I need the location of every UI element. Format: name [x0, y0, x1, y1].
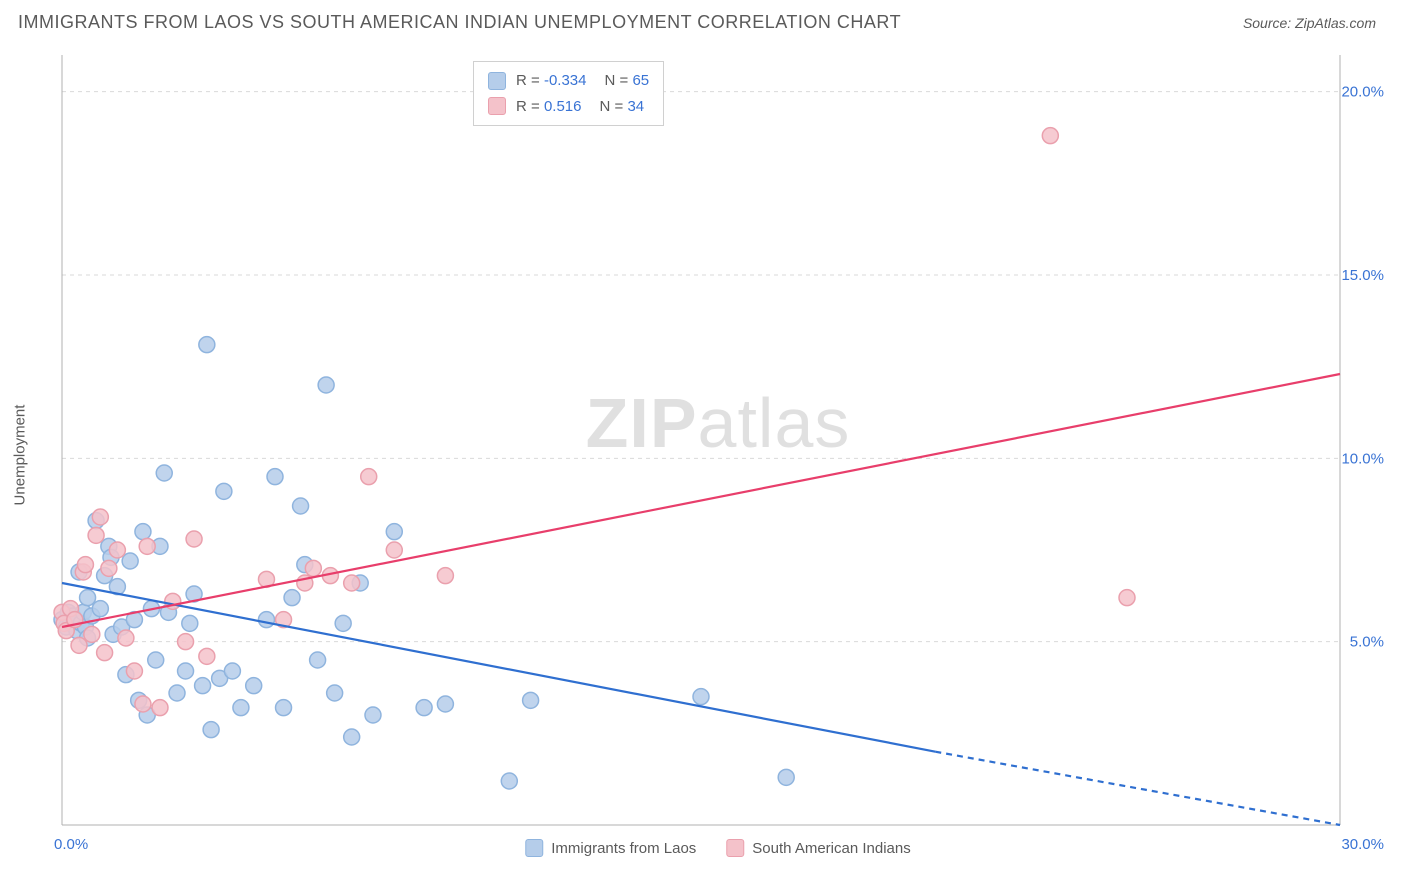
data-point	[195, 678, 211, 694]
data-point	[97, 645, 113, 661]
legend-swatch	[488, 72, 506, 90]
data-point	[267, 469, 283, 485]
data-point	[122, 553, 138, 569]
legend-item: Immigrants from Laos	[525, 839, 696, 857]
data-point	[71, 637, 87, 653]
data-point	[318, 377, 334, 393]
data-point	[109, 542, 125, 558]
data-point	[186, 531, 202, 547]
data-point	[386, 524, 402, 540]
legend-swatch	[525, 839, 543, 857]
data-point	[344, 729, 360, 745]
legend-swatch	[488, 97, 506, 115]
svg-text:5.0%: 5.0%	[1350, 634, 1384, 651]
data-point	[246, 678, 262, 694]
data-point	[88, 527, 104, 543]
data-point	[284, 590, 300, 606]
data-point	[1119, 590, 1135, 606]
data-point	[84, 626, 100, 642]
data-point	[437, 696, 453, 712]
data-point	[416, 700, 432, 716]
svg-text:30.0%: 30.0%	[1341, 836, 1384, 853]
legend-stats: R = -0.334N = 65	[516, 68, 649, 94]
data-point	[77, 557, 93, 573]
data-point	[1042, 128, 1058, 144]
data-point	[135, 696, 151, 712]
svg-text:20.0%: 20.0%	[1341, 84, 1384, 101]
data-point	[101, 560, 117, 576]
trend-line	[62, 374, 1340, 627]
data-point	[199, 337, 215, 353]
header: IMMIGRANTS FROM LAOS VS SOUTH AMERICAN I…	[0, 0, 1406, 41]
data-point	[224, 663, 240, 679]
data-point	[335, 615, 351, 631]
legend-row: R = -0.334N = 65	[488, 68, 649, 94]
data-point	[216, 483, 232, 499]
data-point	[293, 498, 309, 514]
data-point	[169, 685, 185, 701]
scatter-chart: 5.0% 10.0% 15.0% 20.0% 0.0% 30.0%	[50, 55, 1386, 855]
legend-label: South American Indians	[752, 840, 910, 857]
chart-title: IMMIGRANTS FROM LAOS VS SOUTH AMERICAN I…	[18, 12, 901, 33]
svg-text:10.0%: 10.0%	[1341, 450, 1384, 467]
legend-item: South American Indians	[726, 839, 910, 857]
data-point	[178, 634, 194, 650]
data-point	[135, 524, 151, 540]
svg-text:0.0%: 0.0%	[54, 836, 88, 853]
data-point	[178, 663, 194, 679]
data-point	[126, 663, 142, 679]
data-point	[276, 700, 292, 716]
data-point	[203, 722, 219, 738]
data-point	[327, 685, 343, 701]
data-point	[258, 612, 274, 628]
data-point	[182, 615, 198, 631]
data-point	[80, 590, 96, 606]
y-axis-label: Unemployment	[12, 405, 29, 506]
data-point	[148, 652, 164, 668]
correlation-legend: R = -0.334N = 65R = 0.516N = 34	[473, 61, 664, 126]
data-point	[778, 769, 794, 785]
data-point	[152, 700, 168, 716]
source-label: Source: ZipAtlas.com	[1243, 15, 1376, 31]
trend-line-dashed	[935, 752, 1340, 825]
data-point	[501, 773, 517, 789]
series-legend: Immigrants from Laos South American India…	[525, 839, 910, 857]
data-point	[305, 560, 321, 576]
data-point	[344, 575, 360, 591]
data-point	[437, 568, 453, 584]
legend-swatch	[726, 839, 744, 857]
data-point	[693, 689, 709, 705]
data-point	[92, 601, 108, 617]
data-point	[156, 465, 172, 481]
data-point	[361, 469, 377, 485]
data-point	[199, 648, 215, 664]
data-point	[310, 652, 326, 668]
chart-container: Unemployment ZIPatlas R = -0.334N = 65R …	[50, 55, 1386, 855]
data-point	[365, 707, 381, 723]
legend-row: R = 0.516N = 34	[488, 94, 649, 120]
legend-label: Immigrants from Laos	[551, 840, 696, 857]
data-point	[233, 700, 249, 716]
data-point	[139, 538, 155, 554]
data-point	[523, 692, 539, 708]
svg-text:15.0%: 15.0%	[1341, 267, 1384, 284]
data-point	[92, 509, 108, 525]
data-point	[386, 542, 402, 558]
legend-stats: R = 0.516N = 34	[516, 94, 644, 120]
data-point	[118, 630, 134, 646]
